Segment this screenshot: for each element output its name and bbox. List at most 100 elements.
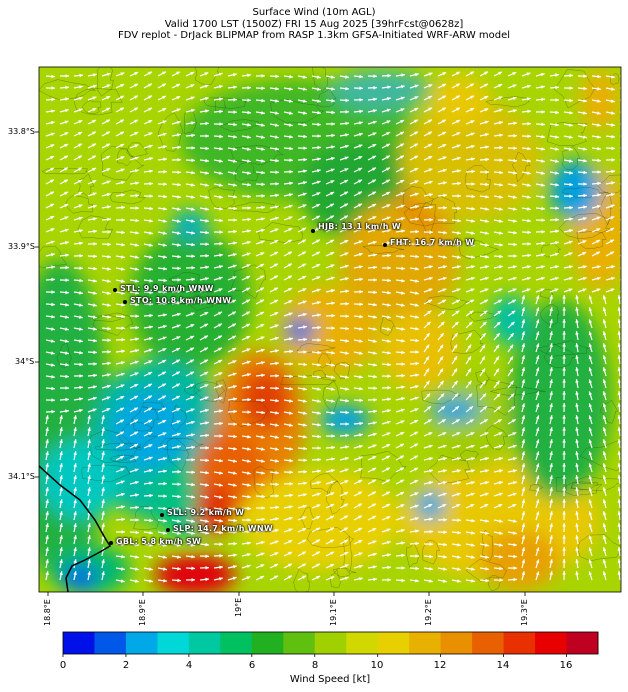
wind-arrow-head — [45, 451, 49, 455]
wind-arrow-head — [569, 182, 573, 187]
wind-arrow-head — [513, 109, 517, 113]
wind-arrow-head — [149, 219, 153, 223]
contour-line — [421, 389, 461, 405]
wind-arrow-head — [92, 108, 97, 112]
wind-arrow-head — [106, 384, 111, 389]
wind-arrow-head — [588, 571, 593, 576]
wind-arrow-head — [232, 264, 237, 268]
wind-arrow-head — [218, 85, 223, 89]
wind-arrow-head — [386, 132, 391, 136]
wind-arrow-head — [562, 559, 566, 563]
wind-arrow-head — [582, 217, 587, 221]
wind-arrow-head — [120, 107, 124, 111]
wind-arrow-head — [134, 431, 138, 435]
wind-arrow-head — [204, 347, 208, 351]
wind-arrow-head — [101, 451, 105, 455]
wind-arrow-head — [303, 411, 307, 415]
wind-arrow-head — [359, 577, 363, 581]
wind-arrow-head — [247, 194, 251, 199]
wind-arrow-head — [387, 241, 391, 245]
wind-arrow-head — [453, 380, 458, 385]
wind-arrow-head — [442, 72, 447, 76]
wind-arrow-head — [149, 194, 153, 198]
wind-arrow-head — [65, 85, 69, 90]
wind-arrow-head — [233, 229, 237, 234]
wind-arrow-head — [549, 427, 553, 431]
wind-arrow-head — [219, 507, 223, 511]
wind-arrow-head — [439, 344, 444, 349]
wind-arrow-head — [611, 181, 615, 185]
wind-arrow-head — [400, 504, 405, 508]
wind-arrow-head — [535, 463, 540, 468]
wind-arrow-head — [568, 288, 573, 292]
wind-arrow-head — [45, 427, 49, 431]
wind-arrow-head — [274, 263, 278, 267]
wind-arrow-head — [79, 73, 83, 78]
contour-line — [610, 72, 620, 85]
wind-arrow-head — [428, 168, 433, 172]
wind-arrow-head — [92, 167, 97, 172]
wind-arrow-head — [512, 299, 516, 304]
wind-arrow-head — [232, 276, 237, 280]
wind-arrow-head — [427, 310, 432, 315]
wind-arrow-head — [302, 539, 306, 544]
wind-arrow-head — [575, 463, 579, 467]
wind-arrow-head — [274, 275, 278, 279]
wind-arrow-head — [611, 265, 615, 269]
wind-arrow-head — [51, 265, 55, 269]
station-dot-fht — [383, 243, 387, 247]
wind-arrow-head — [163, 506, 167, 511]
wind-arrow-head — [163, 494, 167, 498]
contour-line — [65, 195, 93, 214]
wind-arrow-head — [176, 408, 181, 412]
wind-arrow-head — [588, 319, 593, 324]
station-dot-slp — [166, 528, 170, 532]
wind-arrow-head — [521, 403, 526, 408]
colorbar-swatch — [503, 632, 536, 654]
wind-arrow-head — [219, 421, 223, 426]
wind-arrow-head — [602, 403, 607, 408]
wind-arrow-head — [358, 527, 362, 532]
wind-arrow-head — [121, 361, 125, 365]
wind-arrow-head — [78, 216, 83, 221]
wind-arrow-head — [624, 228, 628, 231]
wind-arrow-head — [177, 170, 181, 175]
wind-arrow-head — [624, 204, 628, 207]
wind-arrow-head — [177, 494, 181, 499]
wind-arrow-head — [247, 495, 251, 499]
wind-arrow-head — [135, 231, 139, 235]
wind-arrow-head — [261, 361, 265, 365]
wind-arrow-head — [457, 255, 461, 259]
wind-arrow-head — [51, 277, 55, 282]
wind-arrow-head — [87, 451, 91, 455]
wind-arrow-head — [415, 254, 419, 259]
wind-arrow-head — [617, 487, 621, 491]
wind-arrow-head — [535, 547, 540, 552]
wind-arrow-head — [521, 439, 526, 444]
wind-arrow-head — [288, 563, 292, 567]
wind-arrow-head — [485, 243, 489, 247]
wind-arrow-head — [429, 205, 433, 210]
wind-arrow-head — [554, 276, 559, 281]
wind-arrow-head — [471, 518, 475, 523]
wind-arrow-head — [499, 133, 503, 137]
wind-arrow-head — [429, 230, 433, 234]
colorbar-swatch — [440, 632, 473, 654]
wind-arrow-head — [204, 335, 208, 339]
wind-arrow-head — [467, 344, 472, 349]
wind-arrow-head — [205, 242, 209, 246]
wind-arrow-head — [358, 167, 363, 172]
wind-arrow-head — [611, 87, 615, 91]
wind-arrow-head — [51, 97, 55, 102]
wind-arrow-head — [470, 144, 475, 149]
wind-arrow-head — [247, 506, 251, 511]
wind-arrow-head — [428, 180, 433, 185]
wind-arrow-head — [121, 554, 125, 559]
station-label-stl: STL: 9.9 km/h WNW — [120, 284, 214, 293]
wind-arrow-head — [471, 555, 475, 559]
wind-arrow-head — [204, 384, 209, 388]
wind-arrow-head — [288, 204, 293, 209]
lon-label-19: 19°E — [234, 597, 243, 617]
contour-line — [380, 315, 395, 336]
wind-arrow-head — [415, 303, 419, 307]
